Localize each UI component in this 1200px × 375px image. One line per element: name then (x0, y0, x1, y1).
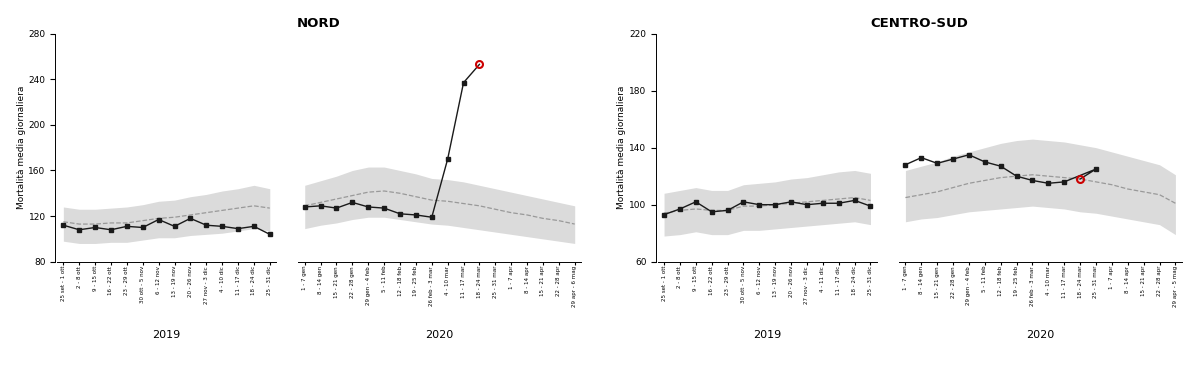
Text: 2020: 2020 (1026, 330, 1055, 340)
Y-axis label: Mortalità media giornaliera: Mortalità media giornaliera (17, 86, 25, 209)
Text: 2019: 2019 (754, 330, 781, 340)
Y-axis label: Mortalità media giornaliera: Mortalità media giornaliera (617, 86, 626, 209)
Text: 2019: 2019 (152, 330, 181, 340)
Text: 2020: 2020 (426, 330, 454, 340)
Title: CENTRO-SUD: CENTRO-SUD (871, 16, 968, 30)
Title: NORD: NORD (298, 16, 341, 30)
